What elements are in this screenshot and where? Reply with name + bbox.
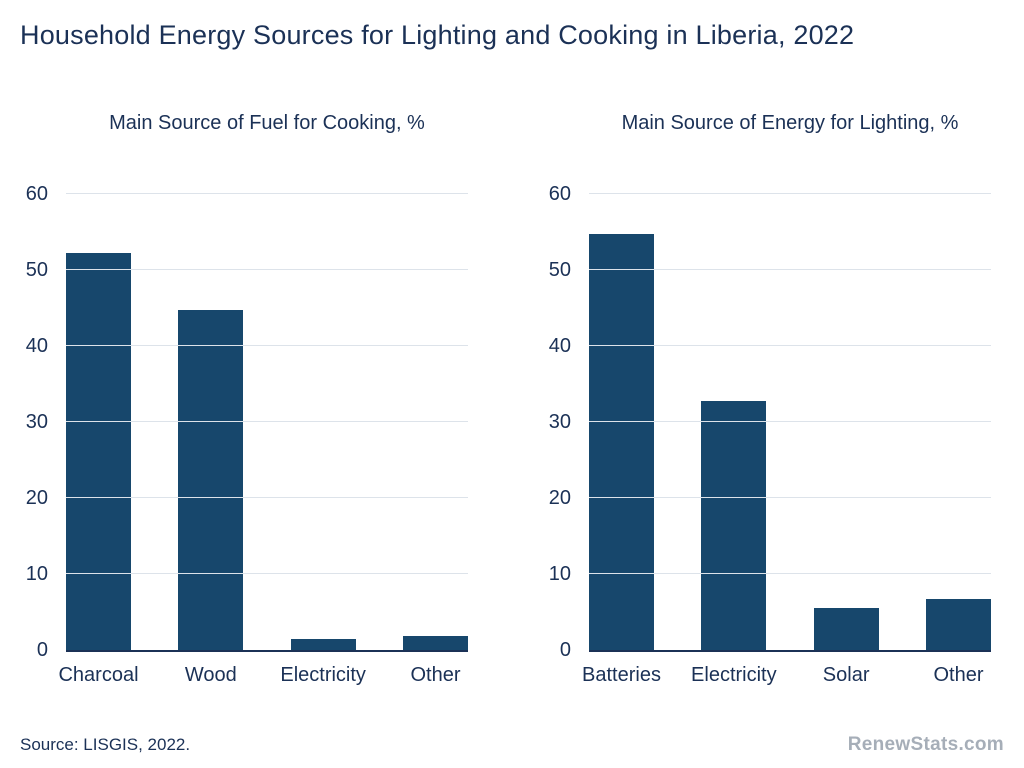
y-axis-tick-label: 40 [25, 335, 48, 357]
cooking-chart: Main Source of Fuel for Cooking, % 0 10 20… [20, 112, 468, 690]
cooking-plot-area [66, 193, 468, 652]
gridline [589, 345, 991, 346]
gridline [66, 269, 468, 270]
source-note: Source: LISGIS, 2022. [20, 735, 191, 754]
lighting-y-axis: 0 10 20 30 40 50 60 [543, 184, 589, 660]
y-axis-tick-label: 10 [25, 563, 48, 585]
cooking-plot-row: 0 10 20 30 40 50 60 [20, 184, 468, 660]
gridline [66, 345, 468, 346]
bar-other [402, 636, 468, 650]
gridline [66, 421, 468, 422]
x-axis-label: Other [410, 664, 461, 686]
page-title: Household Energy Sources for Lighting an… [20, 20, 855, 50]
y-axis-tick-label: 20 [548, 487, 571, 509]
x-axis-label: Electricity [280, 664, 366, 686]
charts-row: Main Source of Fuel for Cooking, % 0 10 20… [20, 112, 991, 690]
bar-batteries [589, 233, 654, 650]
gridline [589, 193, 991, 194]
gridline [589, 497, 991, 498]
y-axis-tick-label: 0 [36, 639, 48, 661]
gridline [589, 573, 991, 574]
bar-solar [813, 608, 879, 650]
x-axis-label: Wood [184, 664, 237, 686]
cooking-x-axis: Charcoal Wood Electricity Other [58, 664, 468, 690]
y-axis-tick-label: 20 [25, 487, 48, 509]
gridline [589, 269, 991, 270]
bar-other [925, 599, 991, 650]
x-axis-label: Solar [822, 664, 870, 686]
y-axis-tick-label: 50 [548, 259, 571, 281]
y-axis-tick-label: 60 [548, 183, 571, 205]
y-axis-tick-label: 30 [25, 411, 48, 433]
gridline [66, 497, 468, 498]
cooking-y-axis: 0 10 20 30 40 50 60 [20, 184, 66, 660]
lighting-bars [589, 194, 991, 650]
brand-watermark: RenewStats.com [847, 734, 1004, 755]
cooking-chart-title: Main Source of Fuel for Cooking, % [109, 112, 425, 134]
gridline [589, 421, 991, 422]
bar-electricity [701, 401, 767, 650]
y-axis-tick-label: 50 [25, 259, 48, 281]
lighting-plot-row: 0 10 20 30 40 50 60 [543, 184, 991, 660]
x-axis-label: Batteries [582, 664, 661, 686]
gridline [66, 573, 468, 574]
x-axis-label: Charcoal [58, 664, 139, 686]
lighting-plot-area [589, 193, 991, 652]
y-axis-tick-label: 30 [548, 411, 571, 433]
bar-wood [178, 310, 244, 650]
footer: Source: LISGIS, 2022. RenewStats.com [20, 734, 1004, 756]
lighting-chart: Main Source of Energy for Lighting, % 0 1… [543, 112, 991, 690]
y-axis-tick-label: 10 [548, 563, 571, 585]
y-axis-tick-label: 0 [559, 639, 571, 661]
x-axis-label: Electricity [691, 664, 777, 686]
lighting-chart-title: Main Source of Energy for Lighting, % [621, 112, 959, 134]
x-axis-label: Other [933, 664, 984, 686]
gridline [66, 193, 468, 194]
cooking-bars [66, 194, 468, 650]
bar-electricity [290, 639, 356, 650]
y-axis-tick-label: 60 [25, 183, 48, 205]
lighting-x-axis: Batteries Electricity Solar Other [582, 664, 991, 690]
bar-charcoal [66, 253, 131, 650]
y-axis-tick-label: 40 [548, 335, 571, 357]
